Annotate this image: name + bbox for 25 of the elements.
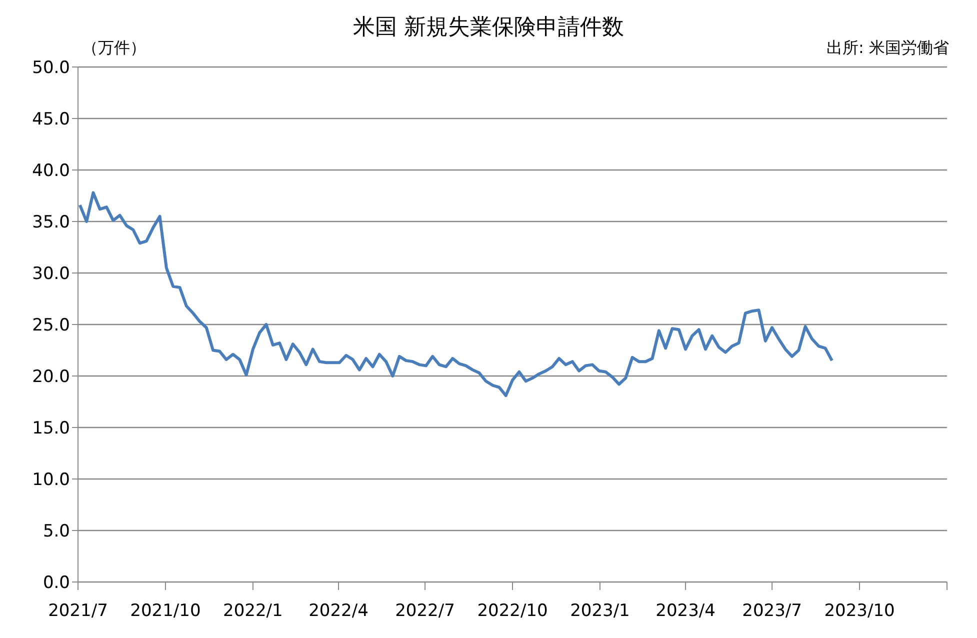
x-tick-label: 2021/10 (130, 601, 201, 622)
x-tick-label: 2022/7 (395, 601, 455, 622)
y-tick-label: 0.0 (42, 573, 70, 594)
chart-title: 米国 新規失業保険申請件数 (353, 15, 624, 40)
y-tick-label: 20.0 (32, 367, 70, 388)
x-tick-label: 2022/10 (477, 601, 548, 622)
text: 出所: 米国労働省 (826, 38, 949, 59)
y-tick-label: 35.0 (32, 212, 70, 233)
x-tick-label: 2023/4 (656, 601, 716, 622)
y-tick-label: 15.0 (32, 418, 70, 439)
line-series (78, 191, 834, 398)
x-tick-label: 2021/7 (48, 601, 108, 622)
x-tick-label: 2022/1 (223, 601, 283, 622)
x-tick-label: 2023/7 (742, 601, 802, 622)
x-tick-label: 2022/4 (308, 601, 368, 622)
y-tick-label: 40.0 (32, 161, 70, 182)
y-tick-label: 25.0 (32, 316, 70, 336)
y-tick-label: 50.0 (32, 58, 70, 78)
x-tick-label: 2023/10 (824, 601, 895, 622)
y-axis-title: （万件） (82, 38, 146, 59)
y-tick-label: 10.0 (32, 470, 70, 490)
y-tick-label: 45.0 (32, 110, 70, 130)
y-tick-label: 5.0 (42, 522, 70, 542)
x-tick-label: 2023/1 (570, 601, 630, 622)
y-tick-label: 30.0 (32, 264, 70, 284)
